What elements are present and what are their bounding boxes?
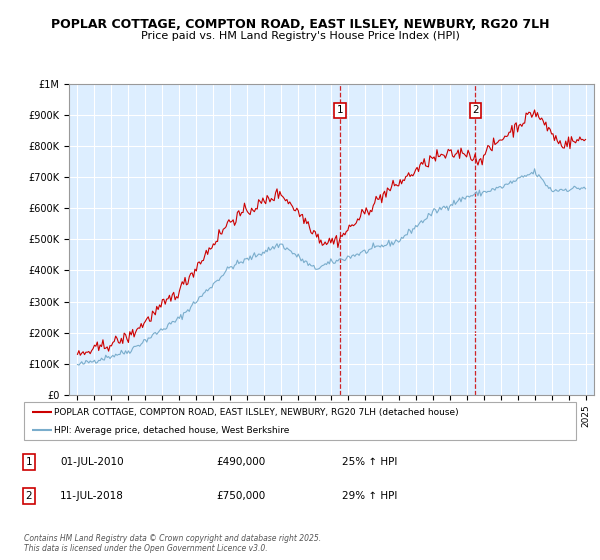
Text: £750,000: £750,000: [216, 491, 265, 501]
Text: Contains HM Land Registry data © Crown copyright and database right 2025.
This d: Contains HM Land Registry data © Crown c…: [24, 534, 321, 553]
Text: 1: 1: [337, 105, 343, 115]
Text: Price paid vs. HM Land Registry's House Price Index (HPI): Price paid vs. HM Land Registry's House …: [140, 31, 460, 41]
Text: 1: 1: [25, 457, 32, 467]
Text: 2: 2: [472, 105, 479, 115]
Text: 11-JUL-2018: 11-JUL-2018: [60, 491, 124, 501]
Text: POPLAR COTTAGE, COMPTON ROAD, EAST ILSLEY, NEWBURY, RG20 7LH (detached house): POPLAR COTTAGE, COMPTON ROAD, EAST ILSLE…: [55, 408, 459, 417]
FancyBboxPatch shape: [24, 402, 576, 440]
Text: £490,000: £490,000: [216, 457, 265, 467]
Text: 2: 2: [25, 491, 32, 501]
Text: 25% ↑ HPI: 25% ↑ HPI: [342, 457, 397, 467]
Text: HPI: Average price, detached house, West Berkshire: HPI: Average price, detached house, West…: [55, 426, 290, 435]
Text: 29% ↑ HPI: 29% ↑ HPI: [342, 491, 397, 501]
Text: POPLAR COTTAGE, COMPTON ROAD, EAST ILSLEY, NEWBURY, RG20 7LH: POPLAR COTTAGE, COMPTON ROAD, EAST ILSLE…: [51, 18, 549, 31]
Text: 01-JUL-2010: 01-JUL-2010: [60, 457, 124, 467]
